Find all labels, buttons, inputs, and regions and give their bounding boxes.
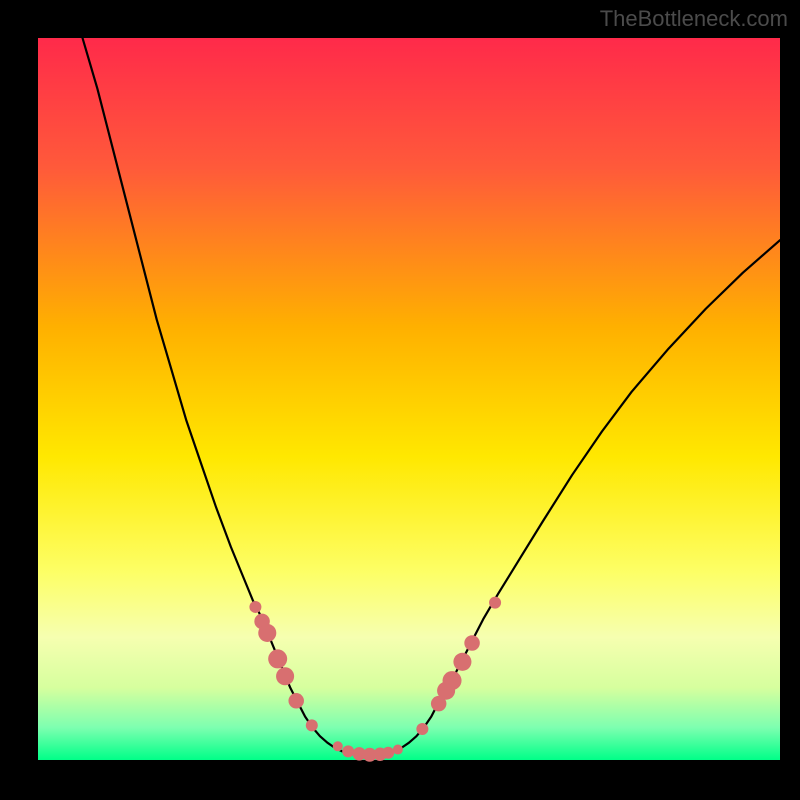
curve-marker-left	[268, 649, 287, 668]
curve-marker-right	[443, 671, 462, 690]
chart-background-gradient	[38, 38, 780, 760]
curve-marker-left	[288, 693, 304, 709]
curve-marker-left	[306, 719, 318, 731]
curve-marker-left	[276, 667, 294, 685]
curve-marker-bottom	[382, 747, 394, 759]
curve-marker-right	[416, 723, 428, 735]
curve-marker-right	[489, 597, 501, 609]
curve-marker-bottom	[342, 745, 354, 757]
curve-marker-right	[453, 653, 471, 671]
curve-marker-left	[249, 601, 261, 613]
curve-marker-bottom	[393, 745, 403, 755]
bottleneck-chart	[0, 0, 800, 800]
curve-marker-bottom	[333, 741, 343, 751]
curve-marker-left	[258, 624, 276, 642]
curve-marker-right	[464, 635, 480, 651]
attribution-text: TheBottleneck.com	[600, 6, 788, 32]
